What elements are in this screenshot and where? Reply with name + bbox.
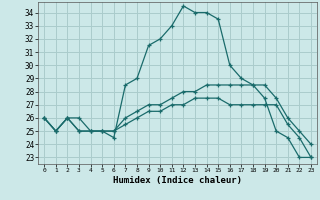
X-axis label: Humidex (Indice chaleur): Humidex (Indice chaleur) bbox=[113, 176, 242, 185]
